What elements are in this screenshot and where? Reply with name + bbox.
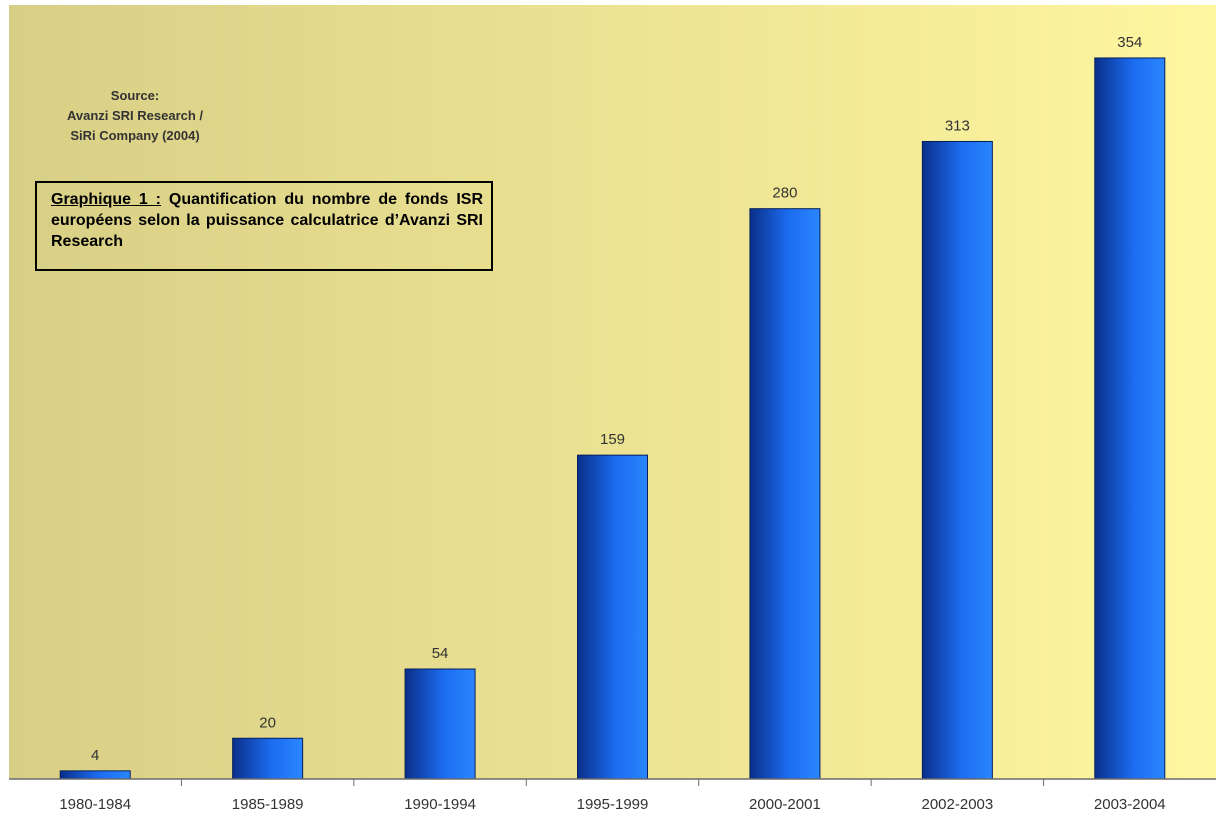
x-tick-label: 2003-2004	[1094, 796, 1166, 813]
bar-1985-1989	[232, 737, 304, 780]
x-tick-label: 1985-1989	[232, 796, 304, 813]
data-label: 280	[772, 185, 797, 202]
data-label: 4	[91, 747, 99, 764]
x-tick-label: 2000-2001	[749, 796, 821, 813]
data-label: 20	[259, 714, 276, 731]
data-label: 54	[432, 645, 449, 662]
data-label: 354	[1117, 34, 1142, 51]
x-tick-label: 1990-1994	[404, 796, 476, 813]
x-tick-label: 2002-2003	[921, 796, 993, 813]
data-labels-layer: 4 20 54 159 280 313 354	[91, 34, 1142, 764]
bar-1990-1994	[404, 668, 476, 780]
source-line: Avanzi SRI Research /	[66, 108, 204, 123]
source-line: SiRi Company (2004)	[70, 128, 200, 143]
x-tick-label: 1980-1984	[59, 796, 131, 813]
source-line: Source:	[110, 88, 160, 103]
bar-1980-1984	[59, 770, 131, 780]
bar-2003-2004	[1094, 57, 1166, 780]
bars-layer	[59, 57, 1166, 780]
caption-text: Quantification du nombre de fonds ISR eu…	[51, 191, 483, 250]
caption-label: Graphique 1 :	[51, 191, 162, 208]
data-label: 313	[945, 117, 970, 134]
bar-2002-2003	[921, 140, 993, 780]
x-axis: 1980-1984 1985-1989 1990-1994 1995-1999 2000…	[9, 778, 1216, 813]
data-label: 159	[600, 431, 625, 448]
bar-1995-1999	[577, 454, 648, 780]
source-note: Source: Avanzi SRI Research / SiRi Compa…	[40, 86, 230, 146]
x-tick-label: 1995-1999	[577, 796, 649, 813]
chart-caption-box: Graphique 1 : Quantification du nombre d…	[35, 181, 493, 271]
bar-2000-2001	[749, 208, 821, 780]
